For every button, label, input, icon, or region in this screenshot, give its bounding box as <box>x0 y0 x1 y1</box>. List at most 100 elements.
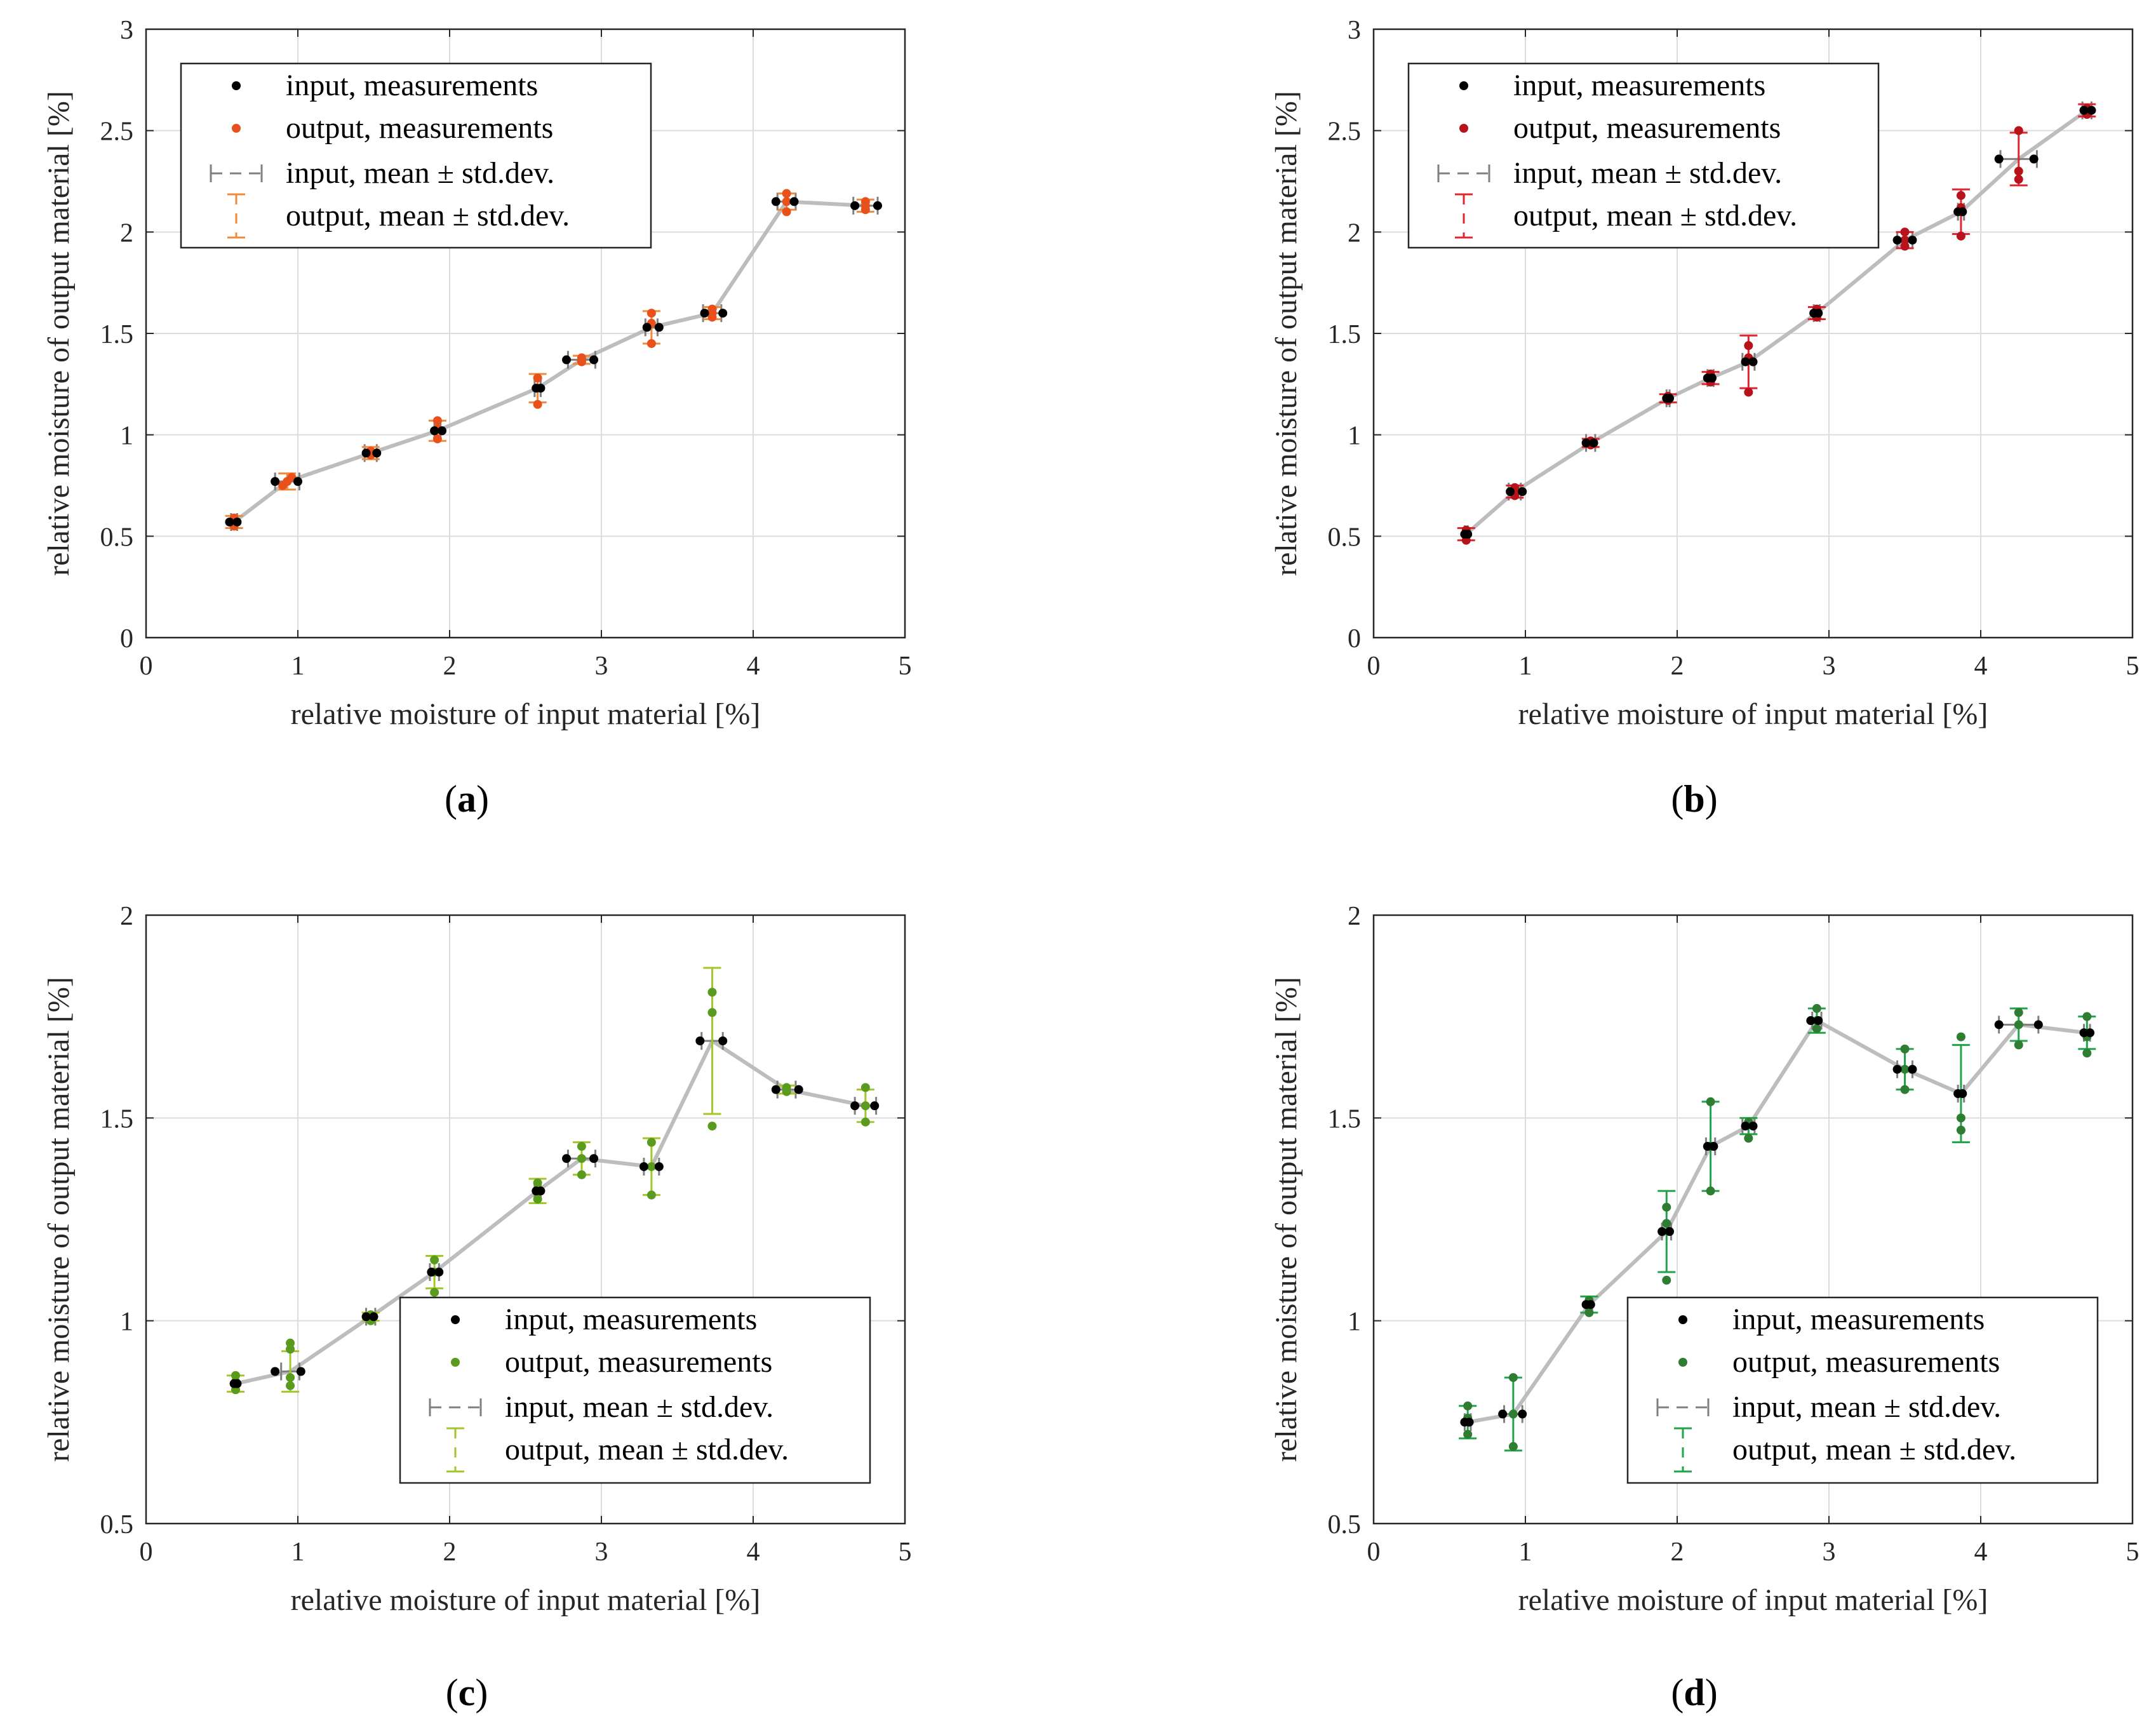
output-measurement-point <box>1812 1024 1821 1033</box>
panel-label: (d) <box>1671 1672 1717 1713</box>
output-measurement-point <box>577 353 586 363</box>
input-measurement-point <box>2079 105 2089 115</box>
output-measurement-point <box>231 1371 241 1380</box>
input-measurement-point <box>1665 394 1675 403</box>
output-measurement-point <box>533 399 542 409</box>
output-measurement-point <box>782 189 791 198</box>
x-tick-label: 5 <box>899 652 912 681</box>
y-tick-label: 2 <box>1348 902 1361 931</box>
output-measurement-point <box>1706 1186 1715 1196</box>
output-measurement-point <box>1463 1430 1473 1439</box>
output-measurement-point <box>707 988 717 997</box>
output-measurement-point <box>1900 227 1910 237</box>
x-tick-label: 0 <box>1367 652 1381 681</box>
y-tick-label: 2.5 <box>1328 117 1362 147</box>
output-measurement-point <box>1706 1097 1715 1106</box>
output-measurement-point <box>1900 241 1910 251</box>
input-measurement-point <box>434 1268 444 1277</box>
output-measurement-point <box>1662 1219 1671 1228</box>
input-measurement-point <box>654 1162 664 1171</box>
output-measurement-point <box>1508 1409 1518 1419</box>
input-measurement-point <box>1748 357 1758 366</box>
legend-box <box>1407 62 1880 249</box>
legend-box <box>1626 1296 2099 1484</box>
y-tick-label: 2 <box>120 902 133 931</box>
input-measurement-point <box>718 1036 728 1045</box>
axes-frame <box>145 914 906 1525</box>
output-measurement-point <box>646 1137 656 1147</box>
legend-input-measurements: input, measurements <box>505 1303 757 1336</box>
x-tick-label: 2 <box>1671 1538 1684 1567</box>
x-tick-label: 1 <box>291 1538 305 1567</box>
y-tick-label: 1 <box>1348 422 1361 451</box>
output-measurement-point <box>577 1142 586 1151</box>
output-measurement-point <box>1900 1085 1910 1094</box>
legend-input-point-symbol <box>1459 81 1468 90</box>
legend-box <box>399 1296 871 1484</box>
mean-line <box>232 199 866 524</box>
input-measurement-point <box>1741 1122 1750 1131</box>
output-measurement-point <box>1744 1134 1753 1143</box>
input-measurement-point <box>1464 1418 1474 1427</box>
legend-output-mean: output, mean ± std.dev. <box>1732 1433 2016 1466</box>
input-measurement-point <box>293 477 302 486</box>
input-measurement-point <box>438 426 447 436</box>
input-measurement-point <box>873 201 882 210</box>
x-tick-label: 4 <box>1974 652 1988 681</box>
input-measurement-point <box>296 1367 305 1376</box>
output-measurement-point <box>1812 1003 1821 1013</box>
legend: input, measurements output, measurements i… <box>1407 62 1880 249</box>
x-tick-label: 3 <box>595 652 608 681</box>
input-measurement-point <box>1498 1409 1508 1419</box>
output-measurement-point <box>1744 341 1753 351</box>
input-measurement-point <box>642 323 652 332</box>
input-measurement-point <box>789 197 799 206</box>
x-tick-label: 4 <box>747 652 760 681</box>
input-measurement-point <box>427 1268 436 1277</box>
legend-input-mean: input, mean ± std.dev. <box>1513 156 1782 190</box>
input-measurement-point <box>562 1154 572 1163</box>
output-measurement-point <box>1900 1064 1910 1074</box>
input-measurement-point <box>1892 236 1902 245</box>
legend-output-point-symbol <box>451 1358 460 1367</box>
input-measurement-point <box>1994 1020 2004 1029</box>
output-measurement-point <box>646 309 656 318</box>
output-measurement-point <box>577 1154 586 1163</box>
input-measurement-point <box>232 517 242 526</box>
y-tick-label: 0.5 <box>1328 1510 1362 1539</box>
output-measurement-point <box>860 197 870 206</box>
input-measurement-point <box>1892 1064 1902 1074</box>
input-measurement-point <box>1958 207 1967 217</box>
y-tick-label: 0.5 <box>1328 523 1362 552</box>
axes-frame <box>145 28 906 639</box>
y-tick-label: 0.5 <box>100 523 134 552</box>
legend-output-measurements: output, measurements <box>1513 111 1781 145</box>
y-tick-label: 3 <box>1348 16 1361 45</box>
output-measurement-point <box>2014 1040 2023 1050</box>
x-tick-label: 1 <box>1519 1538 1532 1567</box>
input-measurement-point <box>639 1162 648 1171</box>
legend-output-measurements: output, measurements <box>505 1345 772 1379</box>
output-measurement-point <box>286 1373 295 1383</box>
input-measurement-point <box>1958 1089 1967 1099</box>
x-tick-label: 5 <box>2126 652 2139 681</box>
x-tick-label: 3 <box>1823 1538 1836 1567</box>
output-measurement-point <box>782 1083 791 1092</box>
output-measurement-point <box>533 1195 542 1204</box>
input-measurement-point <box>589 355 599 365</box>
input-measurement-point <box>2029 154 2039 164</box>
y-tick-label: 1.5 <box>1328 320 1362 349</box>
x-tick-label: 0 <box>140 1538 153 1567</box>
x-tick-label: 1 <box>291 652 305 681</box>
legend-output-measurements: output, measurements <box>286 111 553 145</box>
y-tick-label: 1.5 <box>1328 1104 1362 1134</box>
output-measurement-point <box>286 1381 295 1390</box>
input-measurement-point <box>1581 438 1591 448</box>
input-measurement-point <box>850 201 860 210</box>
y-tick-label: 3 <box>120 16 133 45</box>
input-measurement-point <box>850 1101 860 1111</box>
x-tick-label: 2 <box>1671 652 1684 681</box>
x-tick-label: 5 <box>899 1538 912 1567</box>
input-measurement-point <box>589 1154 599 1163</box>
output-measurement-point <box>2082 1049 2092 1058</box>
